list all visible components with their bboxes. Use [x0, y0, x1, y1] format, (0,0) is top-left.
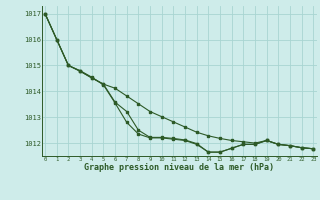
- X-axis label: Graphe pression niveau de la mer (hPa): Graphe pression niveau de la mer (hPa): [84, 163, 274, 172]
